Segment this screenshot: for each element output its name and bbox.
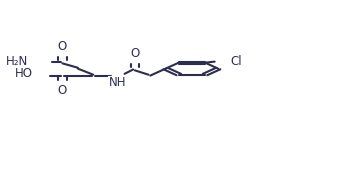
Text: O: O: [58, 40, 67, 53]
Text: Cl: Cl: [230, 55, 242, 68]
Text: NH: NH: [109, 76, 127, 89]
Text: O: O: [130, 47, 139, 60]
Text: O: O: [58, 84, 67, 97]
Text: HO: HO: [15, 67, 33, 80]
Text: H₂N: H₂N: [6, 55, 28, 68]
